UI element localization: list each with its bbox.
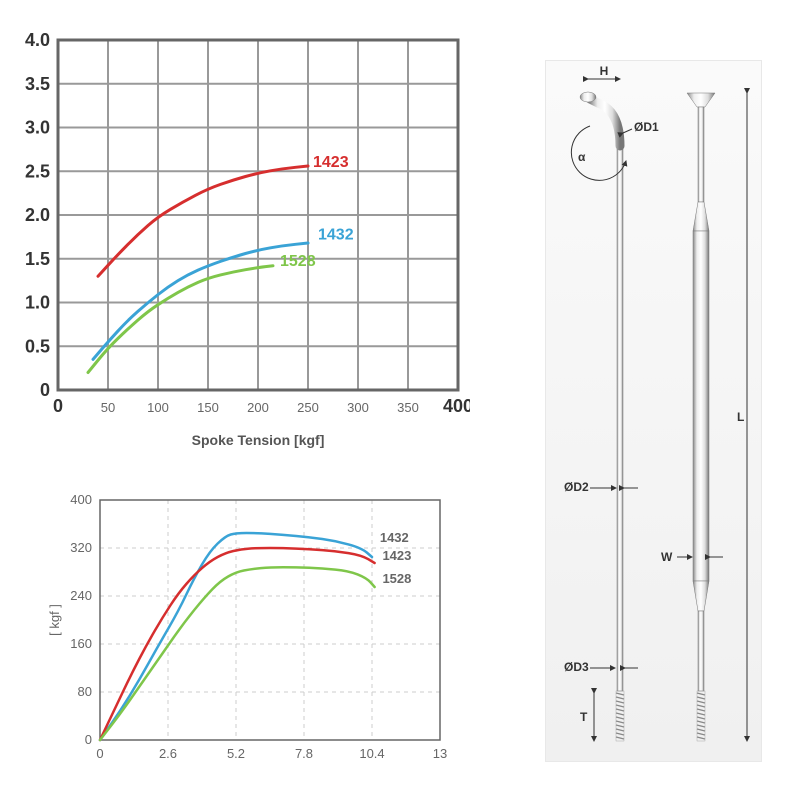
- chart1-xtick: 400: [443, 396, 470, 416]
- chart1-ytick: 2.0: [25, 205, 50, 225]
- chart2-y-axis-label: [ kgf ]: [47, 604, 62, 636]
- chart1-xtick: 250: [297, 400, 319, 415]
- chart1-xtick: 200: [247, 400, 269, 415]
- chart1-xtick: 150: [197, 400, 219, 415]
- chart1-ytick: 4.0: [25, 30, 50, 50]
- dim-label-OD2: ØD2: [564, 480, 589, 494]
- spoke-right-blade: [693, 231, 709, 581]
- chart2-xtick: 0: [96, 746, 103, 761]
- chart2-xtick: 13: [433, 746, 447, 761]
- chart2-ytick: 160: [70, 636, 92, 651]
- chart1-xtick: 0: [53, 396, 63, 416]
- chart2-series-label-1423: 1423: [382, 548, 411, 563]
- chart2-ytick: 320: [70, 540, 92, 555]
- chart1-ytick: 2.5: [25, 161, 50, 181]
- chart1-xtick: 300: [347, 400, 369, 415]
- chart2-xtick: 10.4: [359, 746, 384, 761]
- spoke-right-head: [687, 93, 715, 107]
- chart1-series-label-1432: 1432: [318, 227, 354, 244]
- chart2-ytick: 400: [70, 492, 92, 507]
- chart2-ytick: 0: [85, 732, 92, 747]
- chart1-x-axis-label: Spoke Tension [kgf]: [192, 432, 325, 448]
- dim-label-L: L: [737, 410, 744, 424]
- chart2-ytick: 240: [70, 588, 92, 603]
- spoke-tension-chart: 0 0.5 1.0 1.5 2.0 2.5 3.0 3.5 4.0 0 50 100 150 200 250…: [10, 30, 470, 470]
- spoke-dimension-diagram: H ØD1 α ØD2 ØD3 T W L: [545, 60, 762, 762]
- dim-label-OD1: ØD1: [634, 120, 659, 134]
- chart2-xtick: 2.6: [159, 746, 177, 761]
- chart2-series-label-1528: 1528: [382, 571, 411, 586]
- chart1-ytick: 3.5: [25, 74, 50, 94]
- chart2-xtick: 7.8: [295, 746, 313, 761]
- chart1-ytick: 1.5: [25, 249, 50, 269]
- chart2-xtick: 5.2: [227, 746, 245, 761]
- chart1-ytick: 1.0: [25, 293, 50, 313]
- chart1-xtick: 350: [397, 400, 419, 415]
- dim-label-T: T: [580, 710, 588, 724]
- spoke-left-jbend: [590, 99, 620, 146]
- chart1-series-label-1528: 1528: [280, 253, 316, 270]
- chart1-ytick: 3.0: [25, 118, 50, 138]
- chart2-ytick: 80: [78, 684, 92, 699]
- chart1-series-1528: [88, 266, 273, 373]
- dim-label-OD3: ØD3: [564, 660, 589, 674]
- chart1-series-1432: [93, 243, 308, 359]
- dim-label-alpha: α: [578, 150, 586, 164]
- chart1-xtick: 50: [101, 400, 115, 415]
- chart1-ytick: 0.5: [25, 336, 50, 356]
- chart1-series-label-1423: 1423: [313, 154, 349, 171]
- chart1-ytick: 0: [40, 380, 50, 400]
- load-extension-chart: 0 80 160 240 320 400 0 2.6 5.2 7.8 10.4 13 [ kgf ] 14…: [45, 490, 495, 770]
- chart2-series-label-1432: 1432: [380, 530, 409, 545]
- spoke-left-shaft: [617, 146, 623, 691]
- chart1-xtick: 100: [147, 400, 169, 415]
- dim-label-H: H: [600, 64, 609, 78]
- spoke-left-head: [580, 92, 596, 102]
- dim-label-W: W: [661, 550, 673, 564]
